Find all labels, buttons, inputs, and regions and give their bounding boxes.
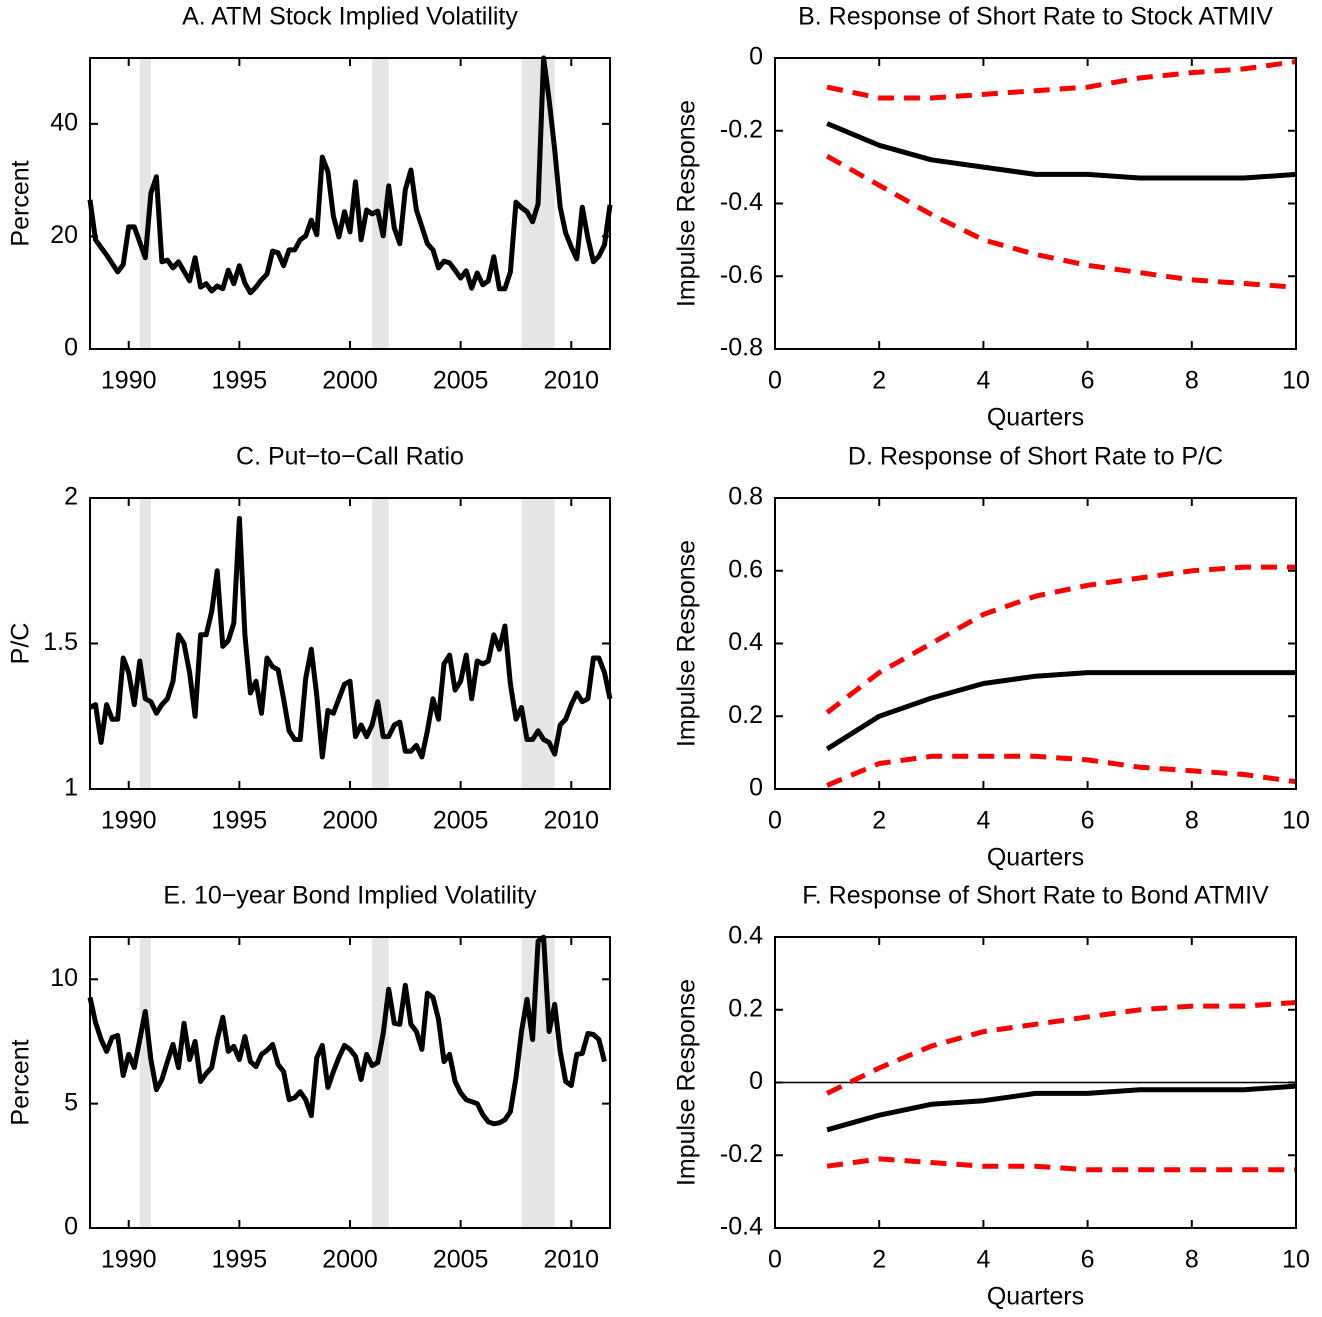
y-axis-label: Percent — [7, 1039, 35, 1125]
y-tick-label: -0.4 — [720, 188, 763, 216]
y-axis-label: Percent — [7, 160, 35, 246]
x-tick-label: 6 — [1081, 367, 1095, 395]
chart-title: F. Response of Short Rate to Bond ATMIV — [802, 882, 1269, 910]
chart-title: B. Response of Short Rate to Stock ATMIV — [798, 3, 1273, 31]
y-tick-label: 0 — [749, 774, 763, 802]
x-tick-label: 2 — [872, 1246, 886, 1274]
x-tick-label: 2000 — [322, 367, 378, 395]
y-tick-label: 0 — [749, 43, 763, 71]
x-tick-label: 0 — [768, 367, 782, 395]
y-axis-label: Impulse Response — [673, 979, 701, 1186]
y-tick-label: 0 — [64, 1213, 78, 1241]
y-axis-label: Impulse Response — [673, 540, 701, 747]
x-axis-label: Quarters — [987, 404, 1084, 432]
y-tick-label: 0.2 — [728, 994, 763, 1022]
x-axis-label: Quarters — [987, 844, 1084, 872]
y-tick-label: 0.8 — [728, 483, 763, 511]
x-tick-label: 8 — [1185, 807, 1199, 835]
y-tick-label: -0.6 — [720, 261, 763, 289]
series-line — [88, 515, 613, 760]
x-tick-label: 0 — [768, 1246, 782, 1274]
y-tick-label: 5 — [64, 1088, 78, 1116]
y-tick-label: 40 — [50, 108, 78, 136]
impulse-response-line — [825, 670, 1296, 752]
recession-band — [139, 58, 151, 349]
x-tick-label: 2005 — [433, 367, 489, 395]
recession-band — [372, 937, 389, 1228]
x-tick-label: 1990 — [101, 807, 157, 835]
chart-title: C. Put−to−Call Ratio — [236, 443, 464, 471]
y-axis-label: P/C — [7, 623, 35, 665]
y-axis-label: Impulse Response — [673, 100, 701, 307]
x-tick-label: 4 — [976, 1246, 990, 1274]
recession-band — [372, 58, 389, 349]
y-tick-label: -0.2 — [720, 115, 763, 143]
x-tick-label: 2010 — [543, 807, 599, 835]
x-tick-label: 4 — [976, 367, 990, 395]
confidence-band-line — [826, 1000, 1297, 1096]
x-tick-label: 10 — [1282, 807, 1310, 835]
x-tick-label: 1990 — [101, 1246, 157, 1274]
y-tick-label: 10 — [50, 964, 78, 992]
x-tick-label: 4 — [976, 807, 990, 835]
x-tick-label: 10 — [1282, 1246, 1310, 1274]
y-tick-label: -0.4 — [720, 1213, 763, 1241]
x-tick-label: 8 — [1185, 1246, 1199, 1274]
x-tick-label: 2005 — [433, 807, 489, 835]
x-tick-label: 2000 — [322, 807, 378, 835]
y-tick-label: 1 — [64, 774, 78, 802]
chart-title: A. ATM Stock Implied Volatility — [182, 3, 518, 31]
confidence-band-line — [826, 753, 1297, 788]
recession-band — [139, 498, 151, 789]
y-tick-label: 0.4 — [728, 628, 763, 656]
chart-title: E. 10−year Bond Implied Volatility — [163, 882, 537, 910]
x-tick-label: 1990 — [101, 367, 157, 395]
x-tick-label: 2 — [872, 367, 886, 395]
confidence-band-line — [826, 59, 1297, 101]
x-tick-label: 8 — [1185, 367, 1199, 395]
x-tick-label: 1995 — [212, 367, 268, 395]
confidence-band-line — [825, 564, 1296, 715]
recession-band — [139, 937, 151, 1228]
y-tick-label: 1.5 — [43, 628, 78, 656]
impulse-response-line — [826, 1083, 1297, 1133]
x-tick-label: 2 — [872, 807, 886, 835]
y-tick-label: 0 — [749, 1067, 763, 1095]
y-tick-label: 0 — [64, 334, 78, 362]
plot-background — [775, 498, 1296, 789]
plot-background — [775, 58, 1296, 349]
series-line — [87, 55, 613, 296]
x-tick-label: 2000 — [322, 1246, 378, 1274]
x-tick-label: 6 — [1081, 807, 1095, 835]
x-tick-label: 1995 — [212, 1246, 268, 1274]
recession-band — [372, 498, 389, 789]
x-tick-label: 6 — [1081, 1246, 1095, 1274]
confidence-band-line — [825, 154, 1297, 290]
confidence-band-line — [826, 1156, 1296, 1173]
y-tick-label: -0.2 — [720, 1140, 763, 1168]
y-tick-label: -0.8 — [720, 334, 763, 362]
x-tick-label: 0 — [768, 807, 782, 835]
y-tick-label: 0.2 — [728, 701, 763, 729]
y-tick-label: 2 — [64, 483, 78, 511]
x-tick-label: 1995 — [212, 807, 268, 835]
x-tick-label: 2010 — [543, 1246, 599, 1274]
x-tick-label: 2005 — [433, 1246, 489, 1274]
x-tick-label: 10 — [1282, 367, 1310, 395]
chart-title: D. Response of Short Rate to P/C — [848, 443, 1223, 471]
x-tick-label: 2010 — [543, 367, 599, 395]
y-tick-label: 0.4 — [728, 922, 763, 950]
series-line — [87, 934, 607, 1127]
y-tick-label: 0.6 — [728, 555, 763, 583]
x-axis-label: Quarters — [987, 1283, 1084, 1311]
y-tick-label: 20 — [50, 221, 78, 249]
impulse-response-line — [826, 121, 1297, 181]
